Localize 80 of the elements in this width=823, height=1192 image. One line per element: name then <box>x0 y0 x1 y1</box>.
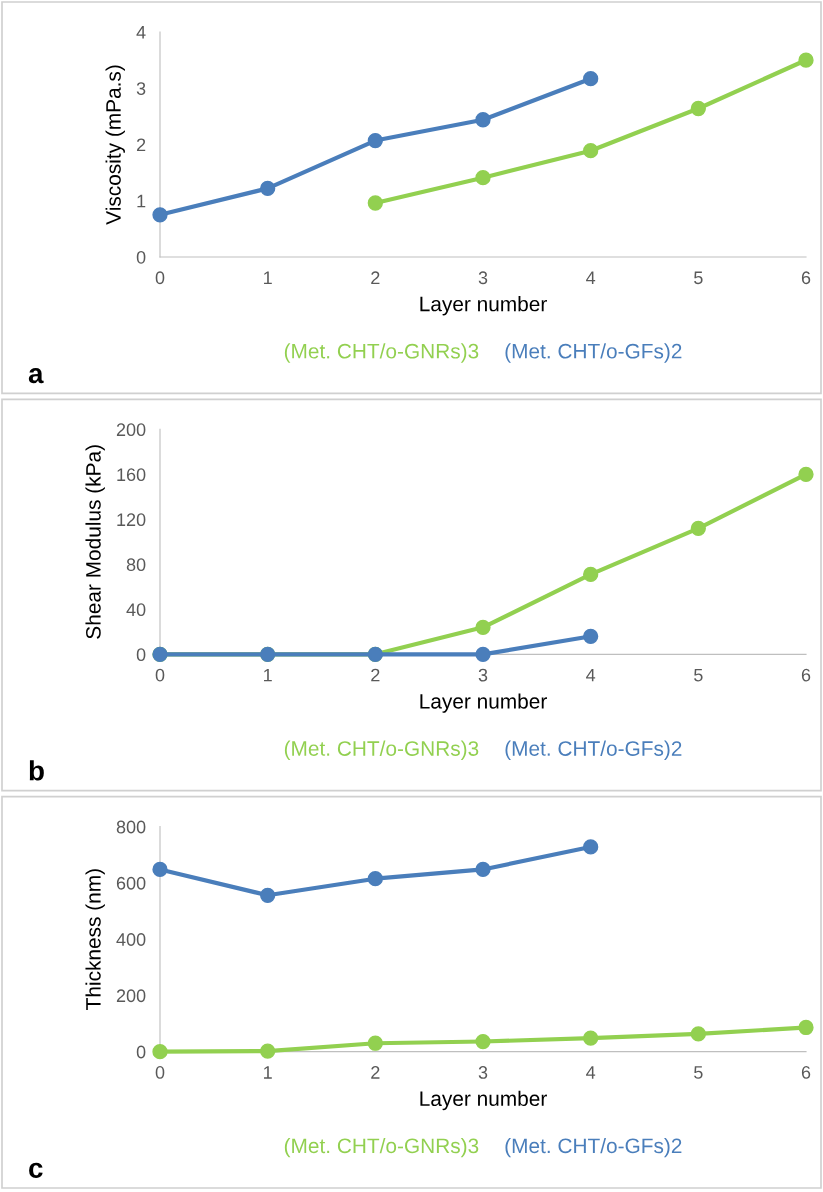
y-tick-label: 40 <box>126 603 146 617</box>
y-tick-label: 3 <box>136 82 146 95</box>
point <box>260 1043 276 1059</box>
y-axis-title: Shear Modulus (kPa) <box>85 445 105 639</box>
x-tick-label: 0 <box>155 271 165 285</box>
x-tick-label: 3 <box>478 271 488 285</box>
point <box>152 1044 168 1060</box>
point <box>475 619 491 635</box>
point <box>583 1030 599 1046</box>
point <box>367 871 383 887</box>
x-tick-label: 6 <box>801 1066 811 1079</box>
point <box>583 143 599 159</box>
point <box>475 861 491 878</box>
y-tick-label: 80 <box>126 558 146 572</box>
x-axis-title: Layer number <box>420 1090 547 1111</box>
y-tick-label: 200 <box>116 989 146 1003</box>
point <box>475 170 491 186</box>
text: (Met. CHT/o-GFs)2 <box>505 740 682 760</box>
point <box>152 861 168 878</box>
y-tick-label: 400 <box>116 933 146 946</box>
text: (Met. CHT/o-GFs)2 <box>505 1137 682 1158</box>
x-tick-label: 4 <box>586 668 596 682</box>
x-tick-label: 2 <box>371 1066 380 1079</box>
point <box>583 839 599 855</box>
point <box>475 112 491 128</box>
point <box>583 566 599 583</box>
point <box>690 1026 706 1042</box>
x-tick-label: 3 <box>478 668 488 682</box>
x-tick-label: 3 <box>478 1066 488 1079</box>
point <box>260 887 276 903</box>
y-tick-label: 800 <box>116 820 146 834</box>
y-tick-label: 200 <box>116 423 146 437</box>
y-tick-label: 160 <box>117 468 146 482</box>
y-tick-label: 120 <box>117 513 146 527</box>
text: (Met. CHT/o-GNRs)3 <box>284 1137 479 1158</box>
x-tick-label: 1 <box>264 1066 272 1079</box>
x-tick-label: 5 <box>694 668 703 682</box>
text: a <box>28 368 44 384</box>
y-tick-label: 0 <box>136 250 146 264</box>
x-tick-label: 6 <box>801 271 811 285</box>
x-axis-title: Layer number <box>420 693 547 713</box>
text: c <box>29 1162 43 1178</box>
point <box>798 52 814 68</box>
x-tick-label: 5 <box>694 271 703 285</box>
point <box>690 520 706 536</box>
point <box>798 1019 814 1036</box>
text: (Met. CHT/o-GNRs)3 <box>284 740 479 760</box>
x-tick-label: 0 <box>155 1066 165 1079</box>
y-axis-title: Thickness (nm) <box>85 869 105 1010</box>
y-tick-label: 0 <box>136 648 146 662</box>
point <box>798 466 814 482</box>
x-tick-label: 4 <box>586 1066 596 1079</box>
x-tick-label: 1 <box>264 271 272 284</box>
x-tick-label: 5 <box>694 1066 703 1079</box>
point <box>260 180 276 197</box>
text: (Met. CHT/o-GFs)2 <box>505 343 682 363</box>
y-tick-label: 2 <box>136 138 146 152</box>
x-tick-label: 6 <box>801 668 811 682</box>
point <box>367 195 383 211</box>
text: (Met. CHT/o-GNRs)3 <box>284 343 479 363</box>
point <box>367 1035 383 1051</box>
point <box>475 646 491 662</box>
point <box>690 100 706 117</box>
point <box>152 207 168 223</box>
y-axis-title: Viscosity (mPa.s) <box>105 65 125 225</box>
x-tick-label: 2 <box>371 271 380 284</box>
point <box>367 132 383 149</box>
x-tick-label: 1 <box>264 668 272 682</box>
x-tick-label: 2 <box>371 668 380 682</box>
y-tick-label: 1 <box>137 194 146 208</box>
y-tick-label: 600 <box>116 876 146 890</box>
x-tick-label: 0 <box>155 668 165 682</box>
y-tick-label: 0 <box>136 1045 146 1059</box>
text: b <box>29 760 44 781</box>
x-tick-label: 4 <box>586 271 596 284</box>
point <box>583 628 599 644</box>
x-axis-title: Layer number <box>420 296 547 316</box>
y-tick-label: 4 <box>136 26 146 39</box>
point <box>475 1033 491 1050</box>
point <box>583 71 599 87</box>
